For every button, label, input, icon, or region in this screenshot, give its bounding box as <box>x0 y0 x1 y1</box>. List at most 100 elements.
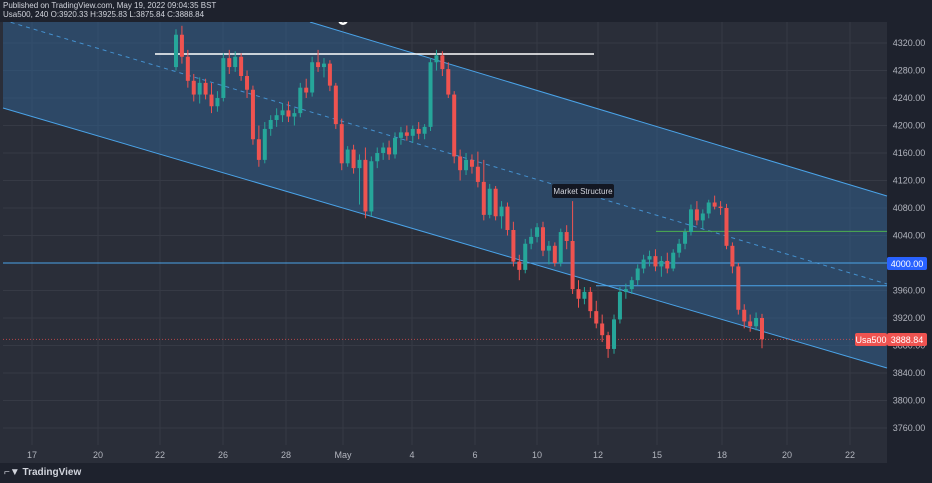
candle-body <box>268 120 273 129</box>
channel-fill <box>3 22 887 368</box>
candle <box>250 85 255 145</box>
candle <box>588 287 593 318</box>
candle-body <box>422 126 427 134</box>
candle-body <box>428 62 433 127</box>
candle-body <box>250 89 255 140</box>
candle-body <box>404 132 409 136</box>
candle <box>256 125 261 167</box>
candle <box>730 242 735 274</box>
candle <box>499 201 504 229</box>
candle <box>434 49 439 71</box>
chart-header: Published on TradingView.com, May 19, 20… <box>0 0 932 22</box>
channel-upper-line <box>309 21 888 197</box>
candle <box>404 125 409 141</box>
time-tick-label: 22 <box>155 450 165 460</box>
time-tick-label: 20 <box>782 450 792 460</box>
footer: ⌐▼ TradingView <box>0 463 932 483</box>
time-tick-label: 10 <box>532 450 542 460</box>
published-info: Published on TradingView.com, May 19, 20… <box>3 1 217 10</box>
candle <box>339 118 344 171</box>
price-axis[interactable]: 4320.00 4280.00 4240.00 4200.00 4160.00 4120.… <box>893 38 926 433</box>
candle <box>369 156 374 217</box>
candle-body <box>700 213 705 221</box>
time-tick-label: 20 <box>93 450 103 460</box>
price-tick-label: 4120.00 <box>893 176 926 186</box>
candle-body <box>481 181 486 215</box>
market-structure-annotation[interactable]: Market Structure <box>552 184 614 198</box>
symbol-tag: Usa500 <box>855 335 886 345</box>
candle-body <box>464 159 469 171</box>
candle <box>215 91 220 112</box>
candle-body <box>381 147 386 153</box>
candle <box>659 256 664 277</box>
candle-body <box>754 318 759 327</box>
candle <box>174 29 178 71</box>
candle <box>552 242 557 267</box>
price-tick-label: 4320.00 <box>893 38 926 48</box>
candle-body <box>629 280 634 290</box>
candle <box>393 132 398 159</box>
candle-body <box>215 98 220 107</box>
price-tick-label: 3960.00 <box>893 286 926 296</box>
candle-body <box>706 202 711 214</box>
last-price-tag: 3888.84 <box>891 335 924 345</box>
candle <box>683 228 688 250</box>
candle <box>748 314 753 332</box>
candle-body <box>712 202 717 207</box>
candle <box>475 151 480 188</box>
candle-body <box>203 82 208 95</box>
candle <box>487 183 492 219</box>
candle-body <box>197 82 202 95</box>
candle <box>351 144 356 174</box>
candle-body <box>665 260 670 269</box>
candle-body <box>694 209 699 221</box>
candle-body <box>688 209 693 233</box>
candle-body <box>588 291 593 312</box>
candle-body <box>671 252 676 269</box>
candle-body <box>245 76 250 90</box>
candle <box>760 313 764 349</box>
candle <box>381 142 386 160</box>
candle-body <box>363 159 368 212</box>
candle <box>387 140 392 160</box>
price-tick-label: 4240.00 <box>893 93 926 103</box>
time-axis-background <box>0 445 887 463</box>
candle <box>298 82 303 118</box>
candle <box>185 49 190 88</box>
candle-body <box>393 137 398 155</box>
candle <box>458 149 463 181</box>
descending-channel[interactable] <box>2 19 888 369</box>
time-tick-label: 22 <box>845 450 855 460</box>
candle-body <box>174 34 178 68</box>
candle-body <box>623 289 628 292</box>
price-tick-label: 3840.00 <box>893 368 926 378</box>
candle <box>440 51 445 76</box>
candle-body <box>475 166 480 182</box>
candle-body <box>233 56 238 68</box>
candle <box>452 91 457 164</box>
candle <box>304 78 309 98</box>
tradingview-logo[interactable]: ⌐▼ TradingView <box>4 467 81 478</box>
candle <box>677 238 682 258</box>
candle <box>635 264 640 285</box>
candle-body <box>540 227 545 251</box>
candle-body <box>558 232 563 263</box>
candle <box>700 209 705 229</box>
channel-lower-line <box>2 107 888 369</box>
price-tags: 4000.00 Usa500 3888.84 <box>855 257 927 346</box>
candle <box>345 146 350 167</box>
horizontal-levels[interactable] <box>3 53 887 340</box>
candle <box>694 201 699 226</box>
price-tick-label: 3760.00 <box>893 423 926 433</box>
candle <box>653 249 658 272</box>
candle <box>742 304 747 329</box>
candle-body <box>677 243 682 253</box>
candle-body <box>286 110 291 117</box>
price-axis-background[interactable] <box>887 0 932 483</box>
candle <box>617 287 622 324</box>
time-axis[interactable]: 17 20 22 26 28 May 4 6 10 12 15 18 20 22 <box>0 445 887 463</box>
candle <box>280 103 285 123</box>
candle-body <box>760 318 764 340</box>
candle <box>505 202 510 236</box>
